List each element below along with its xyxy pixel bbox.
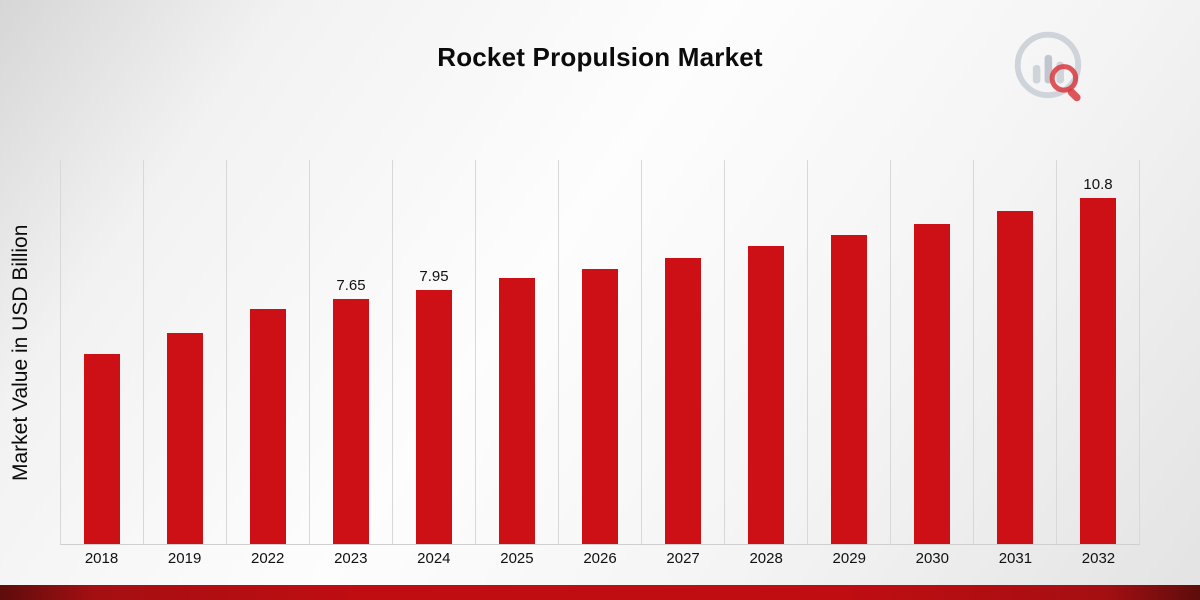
bar [582, 268, 618, 544]
bar [167, 332, 203, 544]
x-axis-tick-label: 2028 [749, 550, 783, 567]
bar-value-label [764, 224, 768, 242]
bar-value-label [930, 202, 934, 220]
bar-column [558, 160, 641, 544]
x-axis-tick-label: 2026 [583, 550, 617, 567]
bar-value-label [183, 311, 187, 329]
bar [914, 224, 950, 544]
bar-value-label [1013, 189, 1017, 207]
bar-column: 7.95 [392, 160, 475, 544]
bar-column [724, 160, 807, 544]
bar-column [807, 160, 890, 544]
bar [748, 246, 784, 544]
bar-value-label: 7.95 [419, 267, 449, 285]
logo-icon [1014, 31, 1082, 102]
bar-value-label [515, 256, 519, 274]
bar [250, 308, 286, 544]
bar-column [143, 160, 226, 544]
x-axis-tick-label: 2027 [666, 550, 700, 567]
x-axis-tick-label: 2023 [334, 550, 368, 567]
bar [831, 235, 867, 544]
x-axis-tick-label: 2030 [915, 550, 949, 567]
bar-value-label [598, 247, 602, 265]
bar-column [60, 160, 143, 544]
x-axis-tick-row: 2018 2019 2022 2023 2024 2025 2026 2027 2028 2029… [60, 550, 1140, 567]
x-axis-tick-label: 2019 [167, 550, 202, 567]
x-axis-tick-label: 2032 [1081, 550, 1116, 567]
bar-column [641, 160, 724, 544]
bar [997, 211, 1033, 544]
bar-value-label [100, 332, 104, 350]
bar-value-label: 7.65 [336, 277, 366, 295]
bar-value-label [266, 287, 270, 305]
bar-value-label: 10.8 [1083, 176, 1113, 194]
y-axis-label: Market Value in USD Billion [9, 224, 32, 481]
bar-column: 7.65 [309, 160, 392, 544]
plot-area: 7.65 7.95 10.8 [60, 160, 1140, 545]
bar [416, 289, 452, 544]
bar-value-label [681, 236, 685, 254]
x-axis-tick-label: 2022 [251, 550, 285, 567]
bar-column: 10.8 [1056, 160, 1139, 544]
bar [665, 257, 701, 544]
bottom-red-banner [0, 585, 1200, 600]
bar-column [890, 160, 973, 544]
bar-column [226, 160, 309, 544]
chart-title: Rocket Propulsion Market [437, 42, 763, 72]
bar [1080, 198, 1116, 544]
bar-column [973, 160, 1056, 544]
x-axis-tick-label: 2031 [998, 550, 1033, 567]
x-axis-tick-label: 2025 [500, 550, 534, 567]
bar [499, 278, 535, 544]
x-axis-tick-label: 2018 [84, 550, 119, 567]
x-axis-tick-label: 2029 [832, 550, 866, 567]
x-axis-tick-label: 2024 [417, 550, 451, 567]
bar-value-label [847, 213, 851, 231]
bar [333, 299, 369, 544]
bar-column [475, 160, 558, 544]
bar [84, 353, 120, 544]
